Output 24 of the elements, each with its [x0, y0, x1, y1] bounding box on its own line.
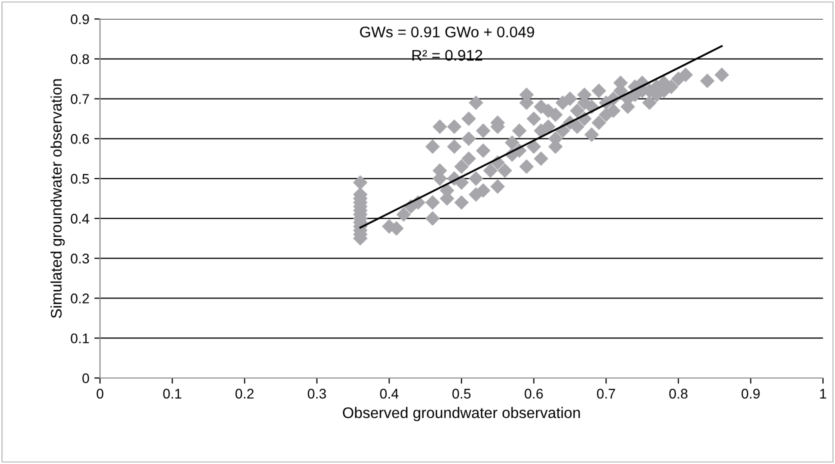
y-tick-label: 0.7	[70, 94, 89, 104]
y-tick-label: 0.6	[70, 134, 89, 144]
x-tick-label: 0.5	[452, 388, 471, 399]
x-tick-label: 0	[96, 388, 104, 399]
annotation: GWs = 0.91 GWo + 0.049	[360, 26, 534, 38]
y-tick-label: 0.2	[70, 294, 89, 304]
y-tick-label: 0.4	[70, 214, 90, 224]
y-tick-label: 0	[82, 373, 90, 384]
x-tick-label: 0.3	[308, 388, 326, 399]
y-tick-label: 0.1	[70, 333, 89, 344]
x-tick-label: 0.2	[235, 388, 254, 399]
y-tick-label: 0.8	[70, 54, 89, 64]
x-tick-label: 0.6	[524, 388, 543, 399]
x-tick-label: 0.7	[596, 388, 616, 399]
x-axis-title: Observed groundwater observation	[342, 406, 580, 422]
x-tick-label: 0.1	[163, 388, 182, 399]
x-tick-label: 0.9	[742, 388, 760, 399]
x-tick-label: 0.8	[669, 388, 688, 399]
y-tick-label: 0.9	[70, 14, 89, 24]
x-tick-label: 0.4	[380, 388, 398, 399]
y-axis-title: Simulated groundwater observation	[50, 79, 65, 318]
y-tick-label: 0.5	[70, 174, 90, 184]
y-tick-label: 0.3	[70, 254, 89, 264]
x-tick-label: 1	[820, 388, 826, 398]
